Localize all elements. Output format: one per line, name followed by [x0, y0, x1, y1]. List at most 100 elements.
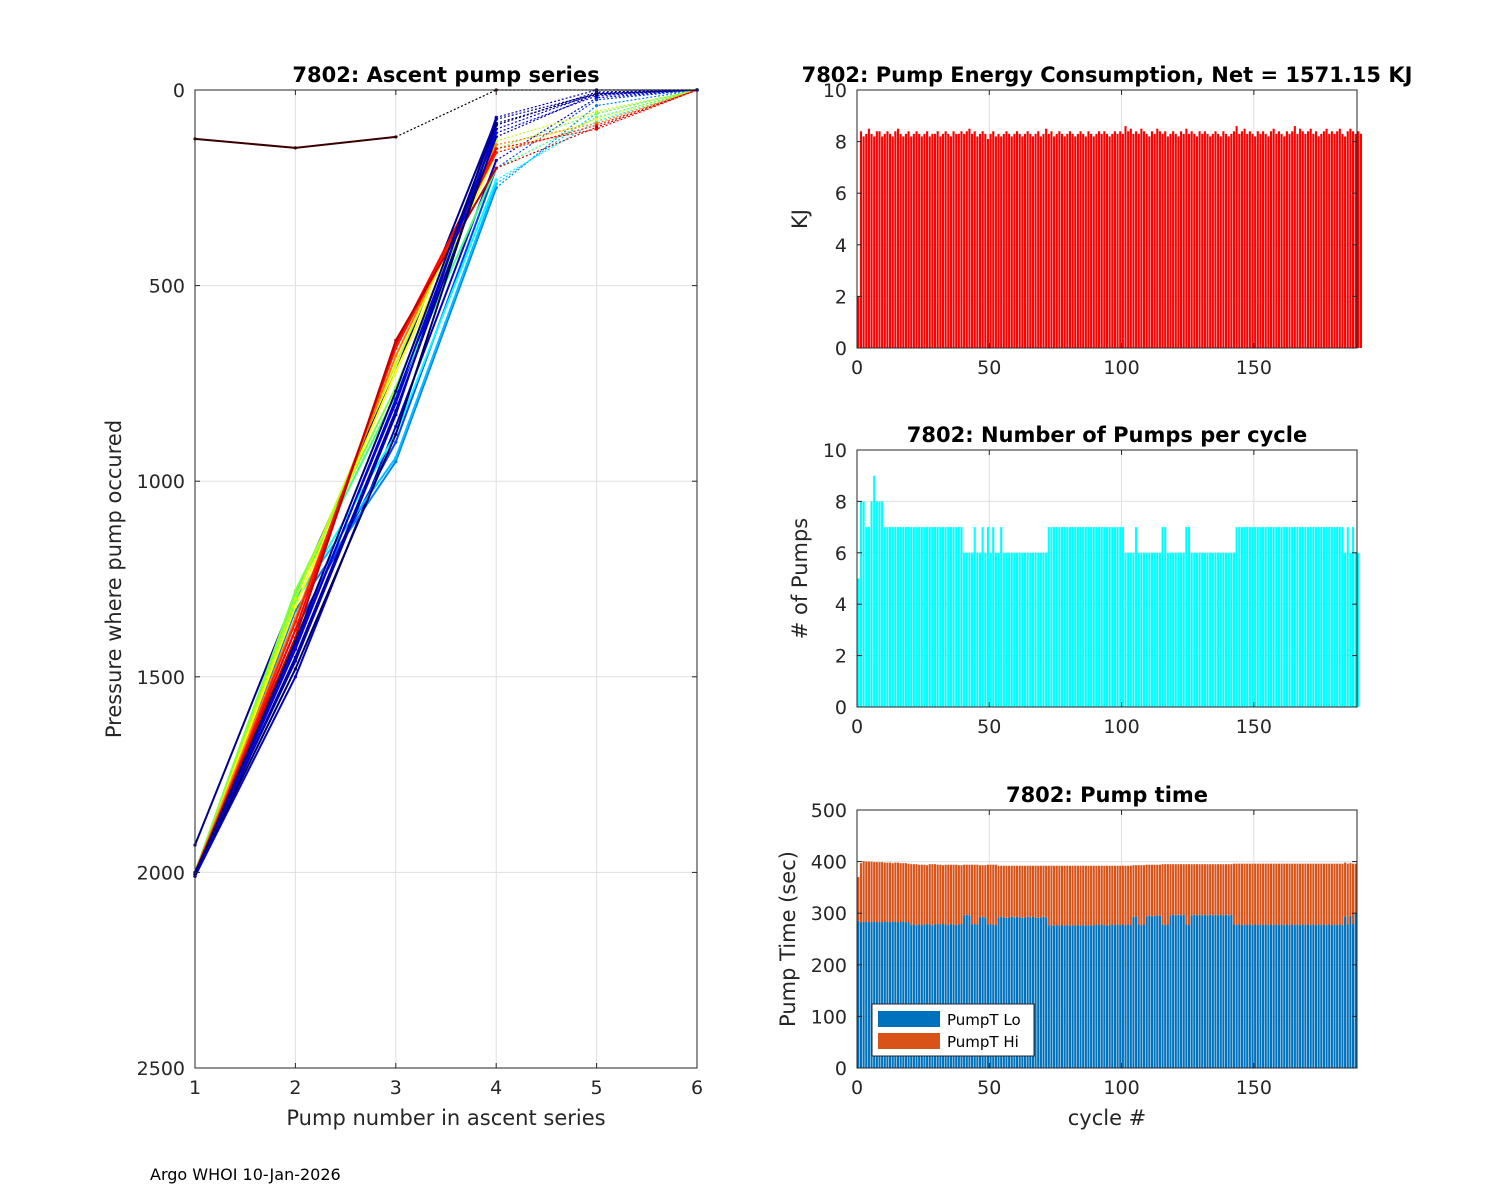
- bar: [1031, 552, 1034, 707]
- data-point: [293, 675, 297, 679]
- bar-segment: [918, 924, 921, 1068]
- bar: [1145, 552, 1148, 707]
- bar: [1111, 133, 1114, 348]
- bar-segment: [912, 864, 915, 925]
- bar-segment: [1090, 925, 1093, 1068]
- bar: [1193, 552, 1196, 707]
- bar-segment: [1039, 917, 1042, 1068]
- bar: [1322, 527, 1325, 707]
- bar-segment: [1103, 865, 1106, 926]
- bar-segment: [862, 861, 865, 922]
- bar: [918, 527, 921, 707]
- y-axis-label: # of Pumps: [788, 518, 812, 640]
- bar-segment: [878, 921, 881, 1068]
- data-point: [394, 460, 398, 464]
- bar-segment: [1172, 864, 1175, 915]
- bar-segment: [1232, 863, 1236, 925]
- bar: [1135, 527, 1138, 707]
- data-point: [394, 432, 398, 436]
- bar: [1105, 527, 1109, 707]
- x-tick-label: 0: [851, 1077, 863, 1099]
- bar: [920, 136, 923, 348]
- y-tick-label: 1000: [137, 471, 185, 493]
- data-point: [293, 659, 297, 663]
- data-point: [293, 620, 297, 624]
- bar-segment: [1269, 924, 1273, 1068]
- bar: [1098, 527, 1101, 707]
- pumptime-chart: 0 50 100 150 0 100 200 300 400 500 7802: Pump time…: [776, 783, 1358, 1130]
- data-point: [494, 135, 498, 139]
- bar: [1113, 131, 1116, 348]
- bar: [1148, 552, 1151, 707]
- bar: [1039, 136, 1042, 348]
- axes-box: [194, 89, 698, 1069]
- bar: [1055, 527, 1058, 707]
- bar-segment: [1018, 917, 1021, 1068]
- bar-segment: [936, 924, 939, 1068]
- x-tick-label: 5: [591, 1077, 603, 1099]
- bar: [952, 527, 955, 707]
- bar: [891, 527, 894, 707]
- bar: [1275, 133, 1278, 348]
- bar-segment: [1177, 914, 1180, 1068]
- bars: [857, 126, 1363, 349]
- bar-segment: [1174, 915, 1177, 1068]
- bar-segment: [894, 862, 897, 922]
- bar: [915, 131, 918, 348]
- data-point: [394, 370, 398, 374]
- bar-segment: [1285, 924, 1288, 1068]
- bar: [1182, 552, 1185, 707]
- bar: [976, 552, 979, 707]
- bar-segment: [1079, 865, 1082, 926]
- bar: [1180, 552, 1183, 707]
- bar-segment: [1227, 864, 1230, 916]
- bar: [1299, 527, 1302, 707]
- bar: [1015, 552, 1019, 707]
- bar-segment: [1190, 864, 1193, 916]
- bar-segment: [857, 920, 860, 1068]
- bar-segment: [1021, 865, 1024, 918]
- bar-segment: [1243, 863, 1246, 925]
- bar: [1010, 136, 1013, 348]
- bar-segment: [1161, 924, 1164, 1068]
- y-axis-label: Pressure where pump occured: [102, 420, 126, 738]
- stacked-bars: [857, 861, 1357, 1068]
- bar: [1307, 527, 1310, 707]
- bar: [1005, 552, 1008, 707]
- bar: [957, 527, 960, 707]
- bar: [1227, 552, 1230, 707]
- bar-segment: [1330, 863, 1333, 926]
- bar: [1015, 131, 1019, 348]
- bar: [1264, 133, 1267, 348]
- bar: [881, 501, 884, 707]
- bar-segment: [1264, 863, 1267, 925]
- bar: [1166, 136, 1169, 348]
- bar: [1087, 527, 1090, 707]
- data-point: [293, 639, 297, 644]
- bar-segment: [867, 922, 870, 1068]
- bar: [1341, 133, 1344, 348]
- data-point: [494, 158, 498, 163]
- bar-segment: [973, 864, 976, 925]
- bar-segment: [1291, 863, 1294, 925]
- bar-segment: [915, 864, 918, 926]
- bar: [1129, 128, 1132, 348]
- bar: [1161, 527, 1164, 707]
- bar: [1108, 527, 1111, 707]
- bar-segment: [883, 921, 886, 1068]
- bar-segment: [910, 925, 913, 1068]
- bar-segment: [1354, 913, 1357, 1068]
- bar-segment: [1132, 865, 1135, 917]
- bar: [936, 131, 939, 348]
- bar-segment: [1203, 914, 1206, 1068]
- bar-segment: [1227, 915, 1230, 1068]
- bar-segment: [1291, 924, 1294, 1068]
- bar-segment: [1000, 916, 1003, 1068]
- bar-segment: [1013, 917, 1016, 1068]
- bar-segment: [1214, 914, 1217, 1068]
- bar-segment: [1002, 917, 1005, 1068]
- bar: [1060, 527, 1064, 707]
- bar: [944, 527, 947, 707]
- bar-segment: [1330, 925, 1333, 1068]
- bar-segment: [949, 864, 952, 925]
